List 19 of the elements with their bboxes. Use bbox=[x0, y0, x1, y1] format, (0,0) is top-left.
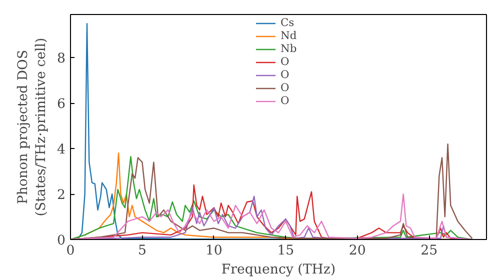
x-tick-label: 15 bbox=[277, 244, 294, 258]
legend-label: O bbox=[280, 94, 290, 107]
x-axis-title: Frequency (THz) bbox=[221, 262, 336, 278]
x-tick-label: 5 bbox=[138, 244, 146, 258]
legend-label: Nb bbox=[280, 42, 298, 55]
y-tick-label: 2 bbox=[57, 188, 66, 204]
y-axis-title: Phonon projected DOS (States/THz·primitive cell) bbox=[16, 38, 50, 216]
y-tick-label: 4 bbox=[57, 142, 66, 158]
x-tick-label: 25 bbox=[420, 244, 438, 258]
legend-label: Cs bbox=[280, 16, 296, 29]
legend-label: O bbox=[280, 68, 290, 81]
y-tick-label: 6 bbox=[57, 97, 66, 112]
legend-label: Nd bbox=[280, 29, 298, 42]
y-tick-label: 0 bbox=[57, 234, 66, 248]
x-tick-label: 10 bbox=[205, 244, 222, 258]
legend-label: O bbox=[280, 55, 290, 68]
legend-label: O bbox=[280, 81, 290, 94]
x-tick-label: 20 bbox=[348, 244, 366, 258]
y-tick-label: 8 bbox=[57, 52, 66, 67]
